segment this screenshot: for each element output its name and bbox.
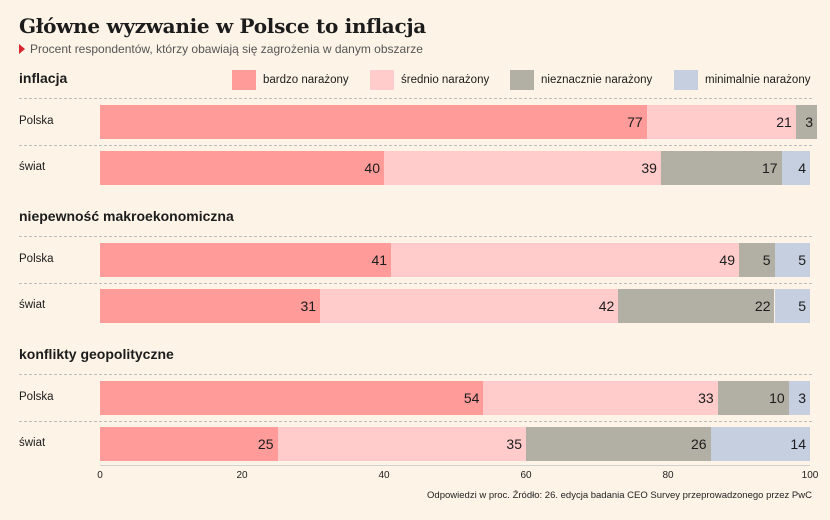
data-label: 42 (598, 298, 615, 314)
bar-segment-minimalnie (774, 289, 810, 323)
divider (19, 283, 812, 284)
data-label: 39 (641, 160, 657, 176)
legend-item-srednio: średnio narażony (370, 70, 489, 90)
section-title: inflacja (19, 70, 68, 86)
data-label: 26 (691, 436, 707, 452)
divider (19, 374, 812, 375)
legend-item-bardzo: bardzo narażony (232, 70, 349, 90)
bar-segment-minimalnie (788, 381, 810, 415)
x-tick-label: 20 (236, 470, 248, 481)
bar-segment-nieznacznie (660, 151, 782, 185)
data-label: 41 (371, 252, 388, 268)
bar-segment-srednio (391, 243, 739, 277)
subtitle-text: Procent respondentów, którzy obawiają si… (30, 42, 423, 56)
bar-segment-srednio (320, 289, 619, 323)
data-label: 35 (506, 436, 522, 452)
x-tick-label: 100 (801, 470, 819, 481)
section-title: niepewność makroekonomiczna (19, 208, 234, 224)
chart-subtitle: Procent respondentów, którzy obawiają si… (19, 42, 423, 56)
data-label: 25 (257, 436, 274, 452)
bar-segment-nieznacznie (717, 381, 789, 415)
data-label: 54 (463, 390, 480, 406)
bar-segment-nieznacznie (618, 289, 775, 323)
x-tick-label: 0 (97, 470, 103, 481)
legend-label: minimalnie narażony (705, 74, 811, 86)
bar-segment-minimalnie (774, 243, 810, 277)
legend-swatch-nieznacznie (510, 70, 534, 90)
legend: bardzo narażony średnio narażony nieznaczn… (232, 70, 822, 90)
row-label: Polska (19, 115, 54, 127)
data-label: 3 (805, 114, 814, 130)
row-label: świat (19, 437, 46, 449)
row-label: Polska (19, 253, 54, 265)
red-triangle-icon (19, 44, 25, 54)
data-label: 3 (798, 390, 806, 406)
divider (19, 236, 812, 237)
data-label: 21 (776, 114, 792, 130)
legend-swatch-minimalnie (674, 70, 698, 90)
bar-segment-srednio (483, 381, 718, 415)
bar-segment-nieznacznie (526, 427, 711, 461)
data-label: 5 (798, 298, 806, 314)
section-title: konflikty geopolityczne (19, 346, 174, 362)
stacked-bar: 41 49 5 5 (100, 243, 810, 277)
legend-label: nieznacznie narażony (541, 74, 653, 86)
data-label: 17 (762, 160, 778, 176)
divider (19, 98, 812, 99)
data-label: 10 (769, 390, 785, 406)
bar-segment-srednio (277, 427, 526, 461)
stacked-bar: 77 21 3 (100, 105, 818, 139)
legend-swatch-srednio (370, 70, 394, 90)
bar-segment-minimalnie (710, 427, 810, 461)
row-label: świat (19, 161, 46, 173)
data-label: 31 (300, 298, 317, 314)
bar-segment-bardzo (100, 427, 278, 461)
data-label: 14 (790, 436, 806, 452)
divider (19, 145, 812, 146)
bar-segment-bardzo (100, 105, 647, 139)
bar-segment-bardzo (100, 243, 392, 277)
legend-item-nieznacznie: nieznacznie narażony (510, 70, 652, 90)
data-label: 77 (627, 114, 643, 130)
chart-title: Główne wyzwanie w Polsce to inflacja (19, 14, 426, 38)
row-label: świat (19, 299, 46, 311)
divider (19, 421, 812, 422)
stacked-bar: 25 35 26 14 (100, 427, 810, 461)
x-axis-line (100, 465, 810, 466)
stacked-bar: 31 42 22 5 (100, 289, 810, 323)
data-label: 22 (754, 298, 771, 314)
bar-segment-nieznacznie (739, 243, 775, 277)
bar-segment-bardzo (100, 381, 484, 415)
data-label: 49 (719, 252, 735, 268)
bar-segment-srednio (646, 105, 796, 139)
x-tick-label: 80 (662, 470, 674, 481)
x-tick-label: 40 (378, 470, 390, 481)
stacked-bar: 40 39 17 4 (100, 151, 810, 185)
legend-item-minimalnie: minimalnie narażony (674, 70, 810, 90)
data-label: 40 (364, 160, 380, 176)
bar-segment-bardzo (100, 151, 384, 185)
legend-label: bardzo narażony (263, 74, 349, 86)
data-label: 4 (798, 160, 806, 176)
x-tick-label: 60 (520, 470, 532, 481)
bar-segment-srednio (384, 151, 661, 185)
data-label: 5 (798, 252, 806, 268)
legend-swatch-bardzo (232, 70, 256, 90)
bar-segment-nieznacznie (795, 105, 818, 139)
data-label: 33 (698, 390, 714, 406)
bar-segment-bardzo (100, 289, 321, 323)
source-note: Odpowiedzi w proc. Źródło: 26. edycja ba… (427, 490, 812, 501)
stacked-bar: 54 33 10 3 (100, 381, 810, 415)
row-label: Polska (19, 391, 54, 403)
legend-label: średnio narażony (401, 74, 490, 86)
bar-segment-minimalnie (781, 151, 810, 185)
data-label: 5 (762, 252, 771, 268)
